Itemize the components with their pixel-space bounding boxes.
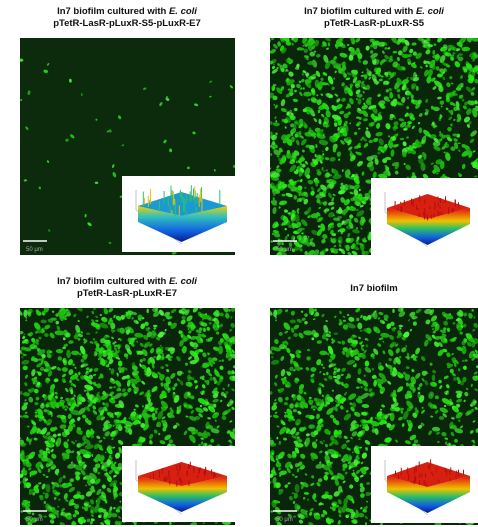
cell (147, 309, 149, 313)
construct: pTetR-LasR-pLuxR-E7 (77, 288, 177, 299)
panel: In7 biofilm cultured with E. colipTetR-L… (16, 276, 238, 527)
cell (338, 486, 342, 493)
cell (50, 318, 55, 321)
scale-label: 50 μm (26, 247, 43, 253)
cell (291, 354, 295, 358)
surface-plot-inset (122, 176, 235, 252)
title-text: In7 biofilm (350, 283, 398, 294)
cell (95, 320, 98, 322)
cell (284, 402, 288, 405)
cell (365, 361, 369, 367)
cell (360, 330, 363, 332)
cell (23, 354, 27, 356)
cell (273, 84, 277, 86)
cell (271, 346, 276, 350)
cell (200, 405, 202, 407)
panel: In7 biofilm cultured with E. colipTetR-L… (18, 6, 236, 255)
cell (118, 361, 122, 367)
surface-plot-inset (122, 446, 235, 522)
cell (35, 402, 39, 405)
cell (72, 521, 76, 527)
surface-plot-inset (371, 178, 478, 255)
panel-title: In7 biofilm (350, 283, 398, 294)
species: E. coli (169, 276, 197, 287)
scale-label: 50 μm (26, 517, 43, 523)
construct: pTetR-LasR-pLuxR-S5-pLuxR-E7 (53, 18, 201, 29)
panel-title: In7 biofilm cultured with E. coli (57, 6, 197, 17)
construct: pTetR-LasR-pLuxR-S5 (324, 18, 425, 29)
title-text: In7 biofilm cultured with (57, 276, 166, 287)
cell (413, 65, 415, 67)
title-text: In7 biofilm cultured with (304, 6, 413, 17)
cell (320, 251, 324, 257)
cell (21, 346, 26, 350)
cell (303, 92, 311, 97)
cell (419, 127, 423, 133)
title-text: In7 biofilm cultured with (57, 6, 166, 17)
species: E. coli (416, 6, 444, 17)
cell (360, 483, 363, 487)
cell (294, 195, 297, 200)
surface-plot-inset (371, 446, 478, 523)
figure: In7 biofilm cultured with E. colipTetR-L… (0, 0, 478, 527)
cell (366, 344, 369, 347)
scale-label: 50 μm (276, 517, 293, 523)
cell (391, 136, 394, 139)
panel-title: In7 biofilm cultured with E. coli (57, 276, 197, 287)
cell (174, 397, 178, 403)
cell (233, 365, 236, 368)
cell (145, 406, 148, 409)
panel: In7 biofilm 50 μm (266, 283, 478, 527)
scale-label: 50 μm (276, 247, 293, 253)
cell (392, 309, 394, 313)
cell (299, 48, 304, 51)
cell (328, 42, 330, 46)
cell (343, 320, 346, 322)
panel: In7 biofilm cultured with E. colipTetR-L… (267, 6, 478, 259)
panel-title: In7 biofilm cultured with E. coli (304, 6, 444, 17)
species: E. coli (169, 6, 197, 17)
cell (444, 405, 446, 407)
